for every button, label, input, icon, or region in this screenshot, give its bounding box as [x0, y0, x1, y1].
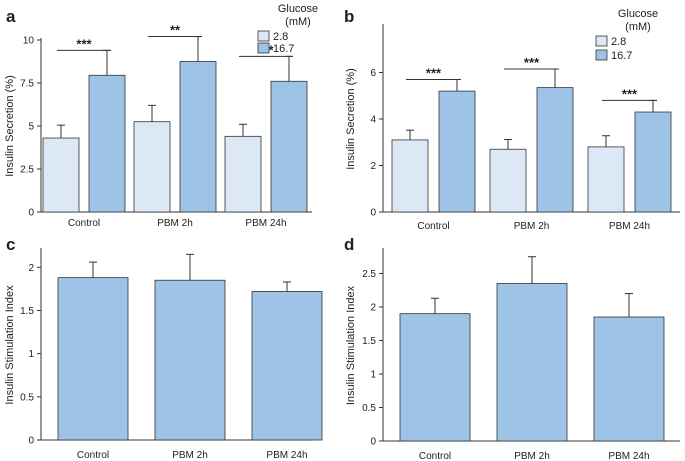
panel-letter: d — [344, 235, 354, 254]
y-axis-title: Insulin Stimulation Index — [345, 285, 357, 405]
y-tick-label: 1.5 — [20, 306, 34, 317]
x-tick-label: PBM 2h — [514, 451, 550, 461]
bar — [154, 279, 226, 441]
bar — [42, 137, 80, 213]
legend-swatch — [257, 42, 270, 54]
y-axis-title: Insulin Stimulation Index — [4, 285, 16, 405]
significance-label: *** — [524, 55, 540, 70]
x-tick-label: PBM 2h — [514, 221, 550, 232]
y-tick-label: 2 — [370, 302, 376, 313]
bar — [179, 61, 217, 213]
y-tick-label: 0 — [28, 436, 34, 447]
y-tick-label: 2.5 — [362, 269, 376, 280]
panel-a: a 0 2.5 5 7.5 10 Insulin Secretion (%) Control *… — [4, 3, 318, 229]
panel-c: c 0 0.5 1 1.5 2 Insulin Stimulation Index Contr… — [4, 235, 323, 461]
bar — [391, 139, 429, 213]
bar — [634, 111, 672, 213]
y-tick-label: 1 — [28, 349, 34, 360]
y-axis-title: Insulin Secretion (%) — [4, 75, 16, 177]
y-tick-label: 10 — [23, 36, 35, 47]
bar — [270, 80, 308, 213]
bar — [587, 146, 625, 213]
y-axis-title: Insulin Secretion (%) — [345, 68, 357, 170]
bar — [133, 121, 171, 213]
bar — [438, 90, 476, 213]
bar — [57, 277, 129, 441]
significance-label: *** — [76, 36, 92, 51]
y-tick-label: 0 — [370, 208, 376, 219]
bar — [593, 316, 665, 442]
legend-entry: 2.8 — [611, 36, 626, 48]
y-tick-label: 1.5 — [362, 336, 376, 347]
significance-label: ** — [170, 23, 181, 38]
legend-entry: 16.7 — [273, 43, 294, 55]
y-tick-label: 0 — [28, 208, 34, 219]
x-tick-label: PBM 24h — [266, 450, 307, 461]
x-tick-label: Control — [419, 451, 451, 461]
legend-entry: 2.8 — [273, 31, 288, 43]
legend-title-unit: (mM) — [625, 21, 651, 33]
bar — [496, 283, 568, 442]
legend-swatch — [257, 30, 270, 42]
significance-label: *** — [622, 86, 638, 101]
legend-title: Glucose — [618, 8, 658, 20]
significance-label: *** — [426, 65, 442, 80]
panel-letter: a — [6, 7, 16, 26]
bar — [224, 135, 262, 213]
y-tick-label: 2 — [370, 161, 376, 172]
bar — [88, 74, 126, 213]
x-tick-label: PBM 2h — [172, 450, 208, 461]
panel-letter: b — [344, 7, 354, 26]
panel-letter: c — [6, 235, 15, 254]
x-tick-label: PBM 2h — [157, 218, 193, 229]
y-tick-label: 7.5 — [20, 79, 34, 90]
legend-swatch — [595, 35, 608, 47]
y-tick-label: 0.5 — [362, 403, 376, 414]
x-tick-label: Control — [77, 450, 109, 461]
y-tick-label: 0.5 — [20, 392, 34, 403]
y-tick-label: 4 — [370, 115, 376, 126]
x-tick-label: PBM 24h — [245, 218, 286, 229]
x-tick-label: Control — [68, 218, 100, 229]
bar — [536, 87, 574, 213]
bar — [399, 313, 471, 442]
x-tick-label: PBM 24h — [609, 221, 650, 232]
panel-b: b 0 2 4 6 Insulin Secretion (%) Control *** PBM … — [344, 7, 680, 232]
y-tick-label: 6 — [370, 68, 376, 79]
legend-entry: 16.7 — [611, 50, 632, 62]
y-tick-label: 2 — [28, 263, 34, 274]
x-tick-label: Control — [417, 221, 449, 232]
y-tick-label: 2.5 — [20, 165, 34, 176]
legend-title-unit: (mM) — [285, 16, 311, 28]
panel-d: d 0 0.5 1 1.5 2 2.5 Insulin Stimulation Index Co… — [344, 235, 680, 461]
y-tick-label: 1 — [370, 369, 376, 380]
y-tick-label: 0 — [370, 437, 376, 448]
bar — [489, 148, 527, 213]
x-tick-label: PBM 24h — [608, 451, 649, 461]
legend-title: Glucose — [278, 3, 318, 15]
bar — [251, 291, 323, 441]
legend-swatch — [595, 49, 608, 61]
y-tick-label: 5 — [28, 122, 34, 133]
